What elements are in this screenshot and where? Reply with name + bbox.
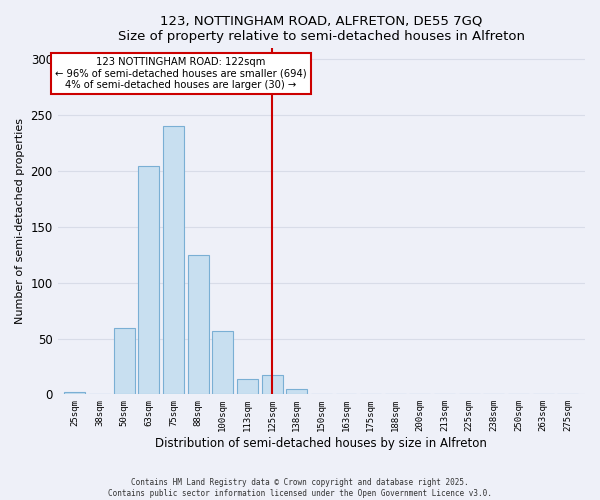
Text: Contains HM Land Registry data © Crown copyright and database right 2025.
Contai: Contains HM Land Registry data © Crown c… [108, 478, 492, 498]
Bar [237, 378, 258, 394]
Y-axis label: Number of semi-detached properties: Number of semi-detached properties [15, 118, 25, 324]
Bar [188, 255, 209, 394]
Text: 123 NOTTINGHAM ROAD: 122sqm
← 96% of semi-detached houses are smaller (694)
4% o: 123 NOTTINGHAM ROAD: 122sqm ← 96% of sem… [55, 58, 307, 90]
Bar [114, 328, 134, 394]
Bar [139, 166, 160, 394]
Bar [212, 330, 233, 394]
X-axis label: Distribution of semi-detached houses by size in Alfreton: Distribution of semi-detached houses by … [155, 437, 487, 450]
Bar [262, 376, 283, 394]
Title: 123, NOTTINGHAM ROAD, ALFRETON, DE55 7GQ
Size of property relative to semi-detac: 123, NOTTINGHAM ROAD, ALFRETON, DE55 7GQ… [118, 15, 525, 43]
Bar [64, 392, 85, 394]
Bar [286, 389, 307, 394]
Bar [163, 126, 184, 394]
